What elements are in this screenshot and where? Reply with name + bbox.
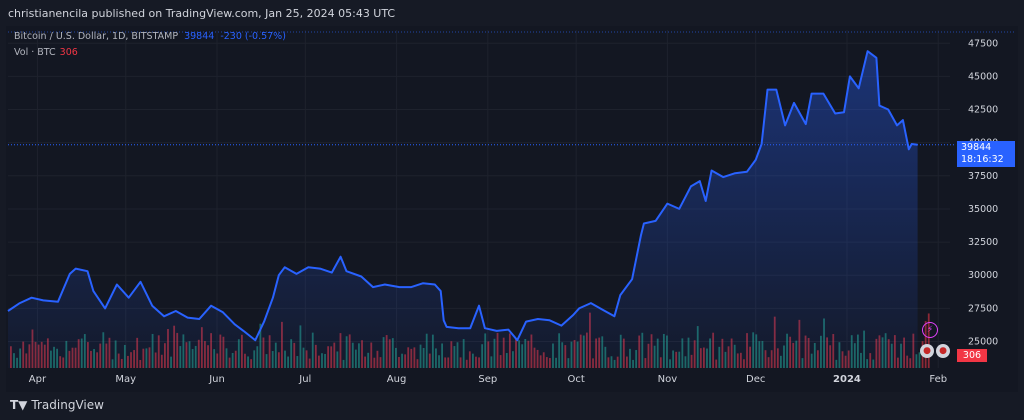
flag-event-icon[interactable]: ●: [920, 344, 934, 358]
volume-bar: [918, 352, 921, 368]
y-tick-label: 35000: [968, 204, 998, 215]
x-tick-label: Sep: [478, 374, 497, 385]
symbol-title: Bitcoin / U.S. Dollar, 1D, BITSTAMP: [14, 31, 179, 42]
volume-bar: [927, 313, 930, 368]
y-tick-label: 27500: [968, 303, 998, 314]
x-tick-label: Apr: [29, 374, 47, 385]
symbol-legend[interactable]: Bitcoin / U.S. Dollar, 1D, BITSTAMP 39844…: [14, 31, 286, 42]
y-tick-label: 30000: [968, 270, 998, 281]
y-tick-label: 37500: [968, 171, 998, 182]
x-tick-label: Jun: [208, 374, 225, 385]
price-change: -230 (-0.57%): [220, 31, 286, 42]
volume-value: 306: [59, 47, 78, 58]
y-tick-label: 25000: [968, 336, 998, 347]
lightning-icon[interactable]: ⚡: [922, 322, 938, 338]
x-tick-label: May: [115, 374, 136, 385]
tradingview-logo-icon: T▼: [10, 398, 28, 412]
flag-event-icon[interactable]: ●: [936, 344, 950, 358]
countdown-timer: 18:16:32: [961, 154, 1004, 165]
bottom-bar: [0, 392, 1024, 420]
x-tick-label: Dec: [746, 374, 765, 385]
price-badge: 39844 18:16:32: [957, 141, 1015, 167]
top-bar: christianencila published on TradingView…: [0, 0, 1024, 26]
x-tick-label: Oct: [567, 374, 584, 385]
x-tick-label: Aug: [387, 374, 407, 385]
x-tick-label: Feb: [929, 374, 947, 385]
volume-badge: 306: [957, 349, 987, 362]
tradingview-logo[interactable]: T▼ TradingView: [10, 398, 104, 412]
y-tick-label: 32500: [968, 237, 998, 248]
volume-legend[interactable]: Vol · BTC 306: [14, 47, 78, 58]
x-tick-label: Jul: [298, 374, 311, 385]
price-line: [7, 50, 918, 342]
price-badge-value: 39844: [961, 142, 992, 153]
last-price: 39844: [184, 31, 215, 42]
brand-name: TradingView: [31, 398, 104, 412]
x-tick-label: 2024: [833, 374, 861, 385]
publish-info: christianencila published on TradingView…: [8, 7, 396, 20]
price-area: [8, 51, 918, 368]
y-tick-label: 42500: [968, 105, 998, 116]
y-tick-label: 47500: [968, 38, 998, 49]
volume-label: Vol · BTC: [14, 47, 56, 58]
x-tick-label: Nov: [658, 374, 678, 385]
y-tick-label: 45000: [968, 71, 998, 82]
